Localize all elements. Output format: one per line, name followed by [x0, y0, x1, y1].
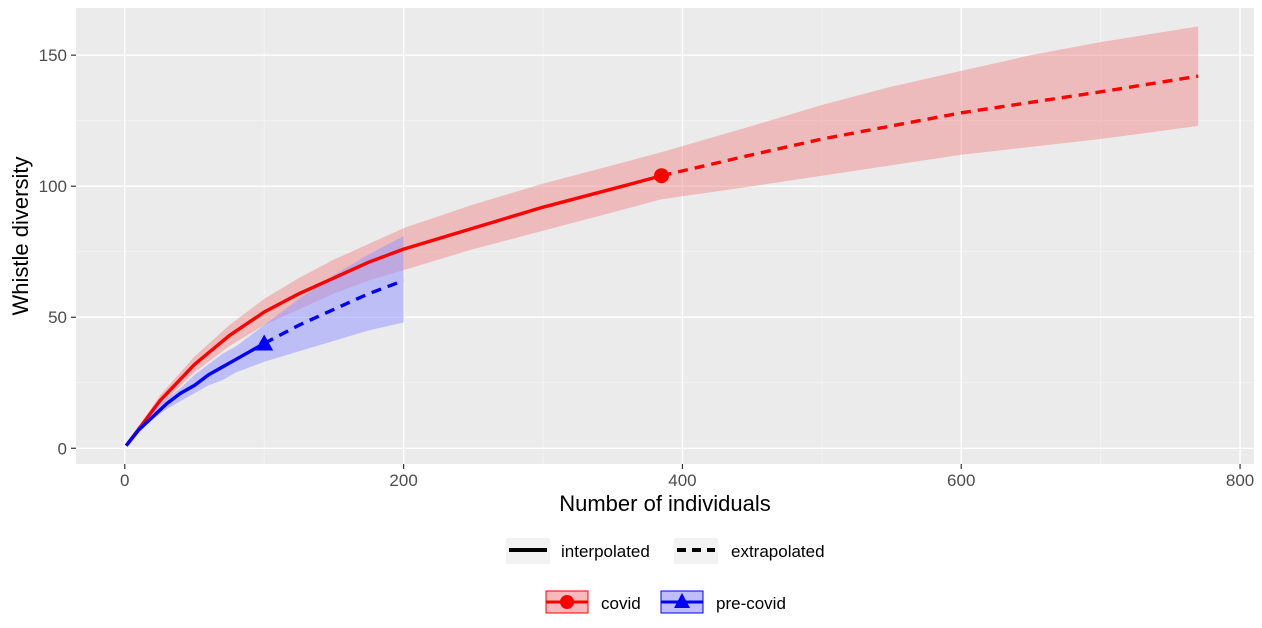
pre-covid-interpolated-line: [124, 341, 266, 447]
y-tick-label: 50: [48, 308, 67, 327]
legend-marker-pre-covid: [674, 593, 690, 608]
legend-label-covid: covid: [601, 594, 641, 613]
legend-label-extrapolated: extrapolated: [731, 542, 825, 561]
y-tick-label: 100: [39, 177, 67, 196]
x-tick-label: 600: [947, 471, 975, 490]
x-axis-title: Number of individuals: [559, 491, 771, 516]
y-tick-label: 150: [39, 46, 67, 65]
legend-linetype: interpolated extrapolated: [506, 538, 825, 564]
grid: [76, 8, 1254, 464]
y-axis-title: Whistle diversity: [8, 157, 33, 316]
pre-covid-extrapolated-line: [263, 278, 405, 345]
observed-markers: [255, 168, 670, 351]
plot-panel: [76, 8, 1254, 464]
covid-interpolated-line: [124, 174, 662, 447]
series-lines: [124, 74, 1199, 447]
y-tick-label: 0: [58, 439, 67, 458]
covid-observed-marker: [654, 168, 670, 184]
legend-label-interpolated: interpolated: [561, 542, 650, 561]
covid-ribbon: [126, 26, 1199, 446]
legend-series: covid pre-covid: [545, 590, 786, 614]
covid-extrapolated-line: [661, 74, 1199, 178]
pre-covid-observed-marker: [255, 334, 274, 351]
x-tick-label: 0: [120, 471, 129, 490]
x-tick-label: 800: [1226, 471, 1254, 490]
axes: 0 200 400 600 800 0 50 100 150: [39, 46, 1255, 490]
legend-marker-covid: [560, 595, 574, 609]
legend-label-pre-covid: pre-covid: [716, 594, 786, 613]
x-tick-label: 400: [668, 471, 696, 490]
x-tick-label: 200: [389, 471, 417, 490]
